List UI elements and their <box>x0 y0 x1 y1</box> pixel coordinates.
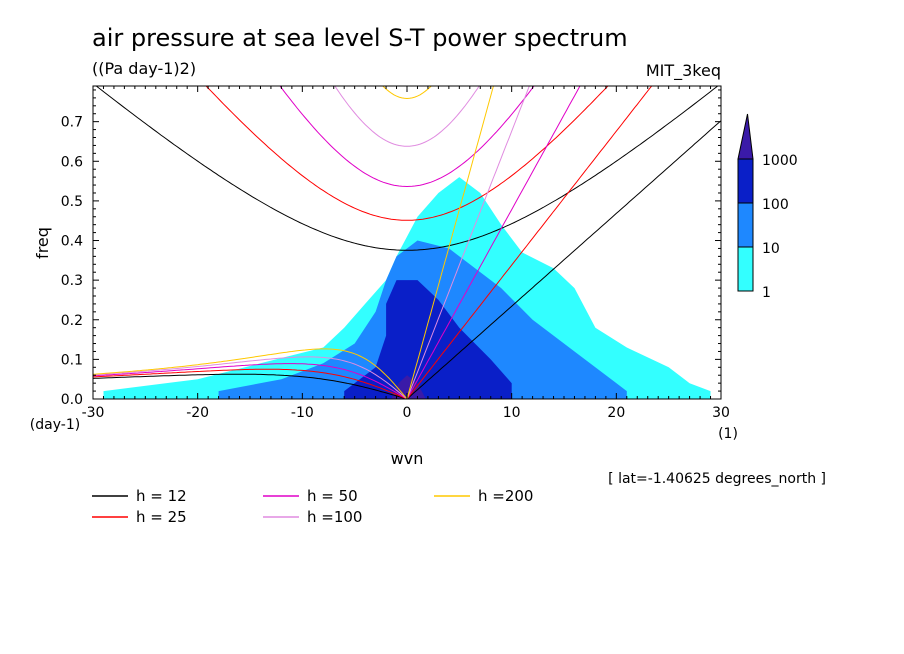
y-tick-label: 0.3 <box>61 273 83 289</box>
x-tick-label: 30 <box>712 405 730 421</box>
colorbar-label: 10 <box>762 241 780 257</box>
kelvin-curve-h-200 <box>406 86 494 399</box>
gravity-curve-h-200 <box>382 86 432 100</box>
kelvin-curve-h-100 <box>406 86 530 399</box>
legend-label-h-50: h = 50 <box>307 487 358 505</box>
curves-h-25 <box>93 86 653 399</box>
colorbar-box-1 <box>737 246 754 292</box>
x-tick-label: -30 <box>82 405 105 421</box>
y-tick-label: 0.1 <box>61 352 83 368</box>
colorbar-box-10 <box>737 202 754 248</box>
power-shading <box>103 177 711 399</box>
curves-h-100 <box>93 86 530 399</box>
curves-h-200 <box>93 86 494 399</box>
y-tick-label: 0.6 <box>61 154 83 170</box>
axis-ticks: -30 -20 -10 0 10 20 30 0.0 0.1 0.2 0.3 0.4 0.5 0.6 0.7 <box>61 86 730 421</box>
shading-region-100 <box>344 280 512 399</box>
model-name: MIT_3keq <box>646 61 721 81</box>
rossby-curve-h-12 <box>93 373 408 399</box>
gravity-curve-h-25 <box>205 86 609 221</box>
latitude-annotation: [ lat=-1.40625 degrees_north ] <box>608 471 826 487</box>
chart-title: air pressure at sea level S-T power spec… <box>92 24 628 52</box>
x-tick-label: 10 <box>503 405 521 421</box>
y-tick-label: 0.4 <box>61 234 83 250</box>
legend-label-h-25: h = 25 <box>136 508 187 526</box>
kelvin-curve-h-50 <box>406 86 581 399</box>
x-unit-label: (1) <box>718 426 738 442</box>
x-tick-label: -20 <box>186 405 209 421</box>
rossby-curve-h-200 <box>93 348 408 399</box>
colorbar-label: 100 <box>762 197 789 213</box>
gravity-curve-h-100 <box>334 86 480 147</box>
x-tick-label: 0 <box>403 405 412 421</box>
y-tick-label: 0.5 <box>61 194 83 210</box>
x-tick-label: 20 <box>607 405 625 421</box>
colorbar-label: 1000 <box>762 153 798 169</box>
y-tick-label: 0.0 <box>61 392 83 408</box>
chart-units: ((Pa day-1)2) <box>92 59 196 78</box>
dispersion-curves <box>93 86 721 399</box>
rossby-curve-h-25 <box>93 368 408 399</box>
curves-h-50 <box>93 86 581 399</box>
legend-label-h-200: h =200 <box>478 487 533 505</box>
legend: h = 12 h = 25 h = 50 h =100 h =200 <box>92 487 533 526</box>
y-unit-label: (day-1) <box>30 417 80 433</box>
kelvin-curve-h-25 <box>406 86 653 399</box>
legend-label-h-100: h =100 <box>307 508 362 526</box>
x-axis-label: wvn <box>391 449 424 468</box>
gravity-curve-h-50 <box>279 86 535 188</box>
x-tick-label: -10 <box>291 405 314 421</box>
kelvin-curve-h-12 <box>406 120 721 399</box>
colorbar-label: 1 <box>762 285 771 301</box>
gravity-curve-h-12 <box>95 86 719 251</box>
colorbar-box-100 <box>737 158 754 204</box>
colorbar: 1 10 100 1000 <box>737 113 798 301</box>
colorbar-extend-arrow <box>737 113 754 160</box>
y-axis-label: freq <box>33 227 52 259</box>
y-tick-label: 0.2 <box>61 313 83 329</box>
rossby-curve-h-50 <box>93 363 408 399</box>
rossby-curve-h-100 <box>93 356 408 399</box>
curves-h-12 <box>93 86 721 399</box>
legend-label-h-12: h = 12 <box>136 487 187 505</box>
y-tick-label: 0.7 <box>61 115 83 131</box>
